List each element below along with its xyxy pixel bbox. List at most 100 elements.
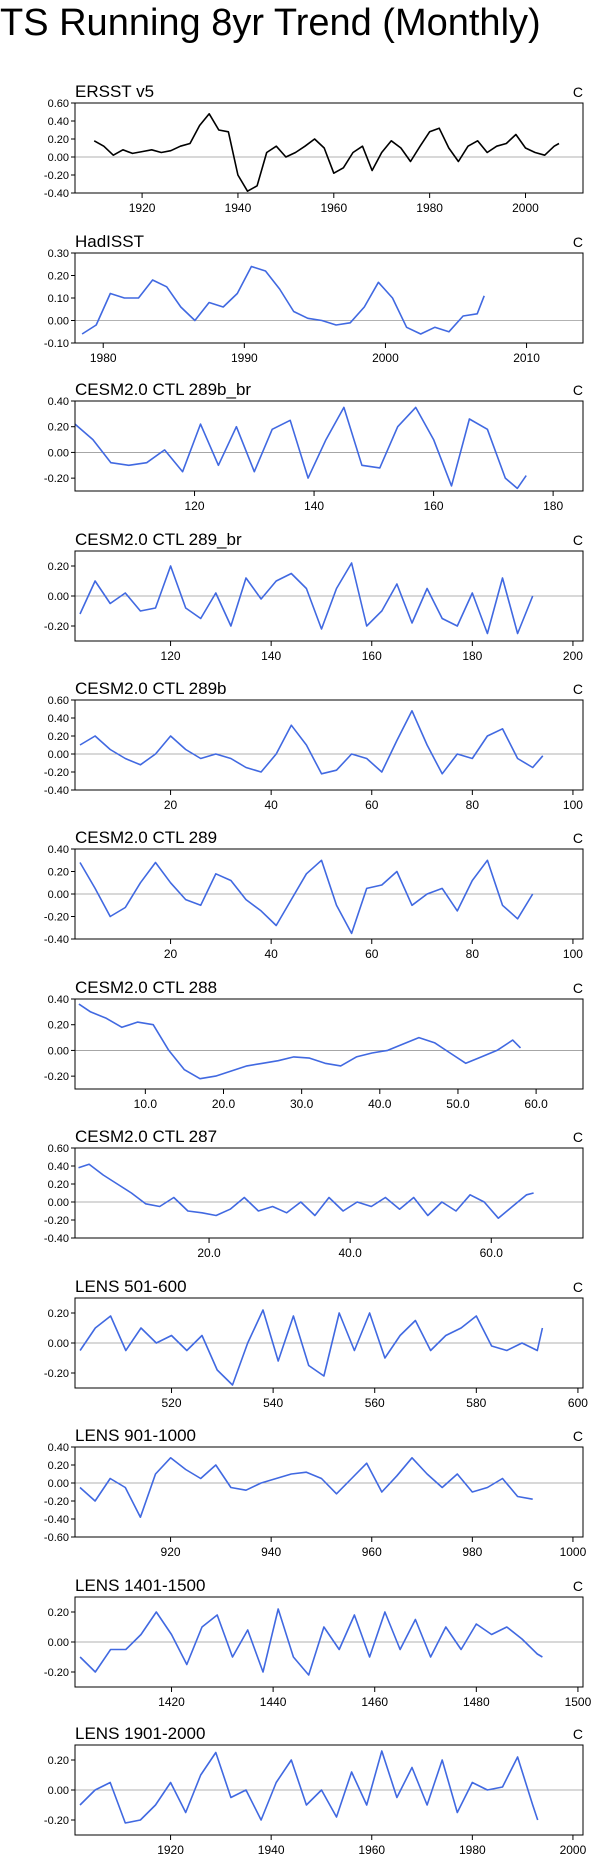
y-tick-label: 0.00 (48, 1045, 69, 1057)
x-tick-label: 1980 (90, 351, 117, 365)
x-tick-label: 160 (424, 499, 444, 513)
series-line (74, 406, 527, 490)
x-tick-label: 20 (164, 947, 178, 961)
unit-label: C (573, 1279, 583, 1295)
y-tick-label: 0.60 (48, 98, 69, 110)
y-tick-label: 0.00 (48, 152, 69, 164)
y-tick-label: 0.20 (48, 561, 69, 573)
y-tick-label: 0.20 (48, 1607, 69, 1619)
plot-frame (74, 102, 584, 194)
y-tick-label: -0.20 (44, 1071, 69, 1083)
y-tick-label: 0.40 (48, 116, 69, 128)
panel-title: ERSST v5 (75, 82, 154, 101)
series-line (79, 562, 534, 635)
x-tick-label: 2000 (512, 201, 539, 215)
x-tick-label: 10.0 (134, 1097, 158, 1111)
panel-title: CESM2.0 CTL 289_br (75, 530, 242, 549)
panel-title: LENS 1401-1500 (75, 1576, 205, 1595)
x-tick-label: 960 (362, 1545, 382, 1559)
x-tick-label: 1980 (459, 1843, 486, 1854)
x-tick-label: 1940 (225, 201, 252, 215)
series-line (81, 265, 485, 335)
x-tick-label: 80 (466, 798, 480, 812)
x-tick-label: 60 (365, 798, 379, 812)
y-tick-label: 0.00 (48, 1637, 69, 1649)
x-tick-label: 1990 (231, 351, 258, 365)
y-tick-label: 0.20 (48, 422, 69, 434)
x-tick-label: 580 (466, 1396, 486, 1410)
unit-label: C (573, 1428, 583, 1444)
y-tick-label: -0.20 (44, 1215, 69, 1227)
x-tick-label: 2010 (513, 351, 540, 365)
y-tick-label: 0.20 (48, 271, 69, 283)
x-tick-label: 940 (261, 1545, 281, 1559)
series-line (79, 1457, 533, 1518)
x-tick-label: 1920 (157, 1843, 184, 1854)
y-tick-label: 0.30 (48, 248, 69, 260)
y-tick-label: 0.20 (48, 867, 69, 879)
y-tick-label: 0.10 (48, 293, 69, 305)
series-line (78, 1003, 522, 1080)
x-tick-label: 200 (563, 649, 583, 663)
y-tick-label: -0.20 (44, 912, 69, 924)
y-tick-label: -0.20 (44, 473, 69, 485)
x-tick-label: 100 (563, 947, 583, 961)
page-title: TS Running 8yr Trend (Monthly) (0, 2, 541, 44)
y-tick-label: -0.20 (44, 1667, 69, 1679)
x-tick-label: 560 (365, 1396, 385, 1410)
x-tick-label: 20 (164, 798, 178, 812)
y-tick-label: 0.00 (48, 1197, 69, 1209)
x-tick-label: 40 (264, 798, 278, 812)
y-tick-label: -0.40 (44, 934, 69, 946)
unit-label: C (573, 830, 583, 846)
x-tick-label: 2000 (372, 351, 399, 365)
y-tick-label: 0.20 (48, 1460, 69, 1472)
y-tick-label: -0.40 (44, 785, 69, 797)
y-tick-label: 0.60 (48, 695, 69, 707)
x-tick-label: 40.0 (368, 1097, 392, 1111)
unit-label: C (573, 681, 583, 697)
unit-label: C (573, 1129, 583, 1145)
panel-title: LENS 901-1000 (75, 1426, 196, 1445)
unit-label: C (573, 1726, 583, 1742)
y-tick-label: 0.20 (48, 1755, 69, 1767)
x-tick-label: 140 (261, 649, 281, 663)
y-tick-label: -0.40 (44, 188, 69, 200)
unit-label: C (573, 1578, 583, 1594)
x-tick-label: 40.0 (338, 1246, 362, 1260)
x-tick-label: 600 (568, 1396, 588, 1410)
y-tick-label: 0.20 (48, 1308, 69, 1320)
plot-frame (74, 400, 584, 492)
y-tick-label: 0.40 (48, 994, 69, 1006)
series-line (79, 710, 544, 775)
x-tick-label: 80 (466, 947, 480, 961)
y-tick-label: 0.40 (48, 1161, 69, 1173)
unit-label: C (573, 234, 583, 250)
x-tick-label: 60.0 (480, 1246, 504, 1260)
series-line (79, 1608, 543, 1676)
unit-label: C (573, 382, 583, 398)
panel-title: CESM2.0 CTL 289b_br (75, 380, 251, 399)
panel-title: CESM2.0 CTL 288 (75, 978, 217, 997)
y-tick-label: -0.60 (44, 1532, 69, 1544)
x-tick-label: 1960 (320, 201, 347, 215)
x-tick-label: 540 (263, 1396, 283, 1410)
y-tick-label: 0.00 (48, 591, 69, 603)
series-line (79, 859, 534, 935)
y-tick-label: 0.00 (48, 889, 69, 901)
y-tick-label: 0.00 (48, 447, 69, 459)
x-tick-label: 1480 (463, 1695, 490, 1709)
x-tick-label: 1440 (260, 1695, 287, 1709)
y-tick-label: 0.20 (48, 134, 69, 146)
panel-title: LENS 1901-2000 (75, 1724, 205, 1743)
x-tick-label: 920 (161, 1545, 181, 1559)
y-tick-label: 0.40 (48, 396, 69, 408)
series-line (79, 1309, 544, 1386)
panel-title: LENS 501-600 (75, 1277, 187, 1296)
x-tick-label: 30.0 (290, 1097, 314, 1111)
x-tick-label: 160 (362, 649, 382, 663)
x-tick-label: 180 (543, 499, 563, 513)
panel-title: CESM2.0 CTL 287 (75, 1127, 217, 1146)
y-tick-label: 0.40 (48, 844, 69, 856)
